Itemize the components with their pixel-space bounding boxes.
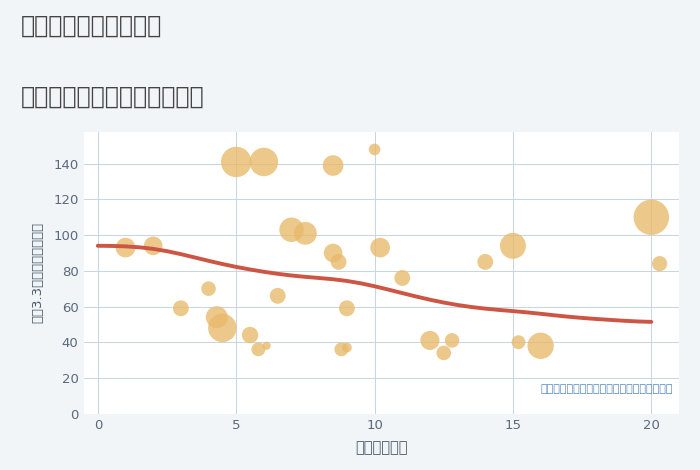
Text: 駅距離別中古マンション価格: 駅距離別中古マンション価格 [21,85,204,109]
Point [447,337,458,344]
Point [480,258,491,266]
Point [203,285,214,292]
Point [244,331,256,339]
Point [211,313,223,321]
Point [272,292,284,299]
Point [148,242,159,250]
Point [645,213,657,221]
Point [286,226,297,234]
Point [258,158,270,166]
Y-axis label: 坪（3.3㎡）単価（万円）: 坪（3.3㎡）単価（万円） [32,222,45,323]
Point [300,229,311,237]
Point [374,244,386,251]
Point [654,260,665,267]
Point [369,146,380,153]
Point [535,342,546,350]
Point [120,244,131,251]
Point [217,324,228,332]
Point [261,342,272,350]
Point [230,158,241,166]
Point [342,344,353,351]
Point [513,338,524,346]
Point [328,249,339,257]
X-axis label: 駅距離（分）: 駅距離（分） [355,440,407,455]
Point [175,305,186,312]
Point [336,345,347,353]
Point [397,274,408,282]
Point [333,258,344,266]
Point [508,242,519,250]
Point [424,337,435,344]
Text: 円の大きさは、取引のあった物件面積を示す: 円の大きさは、取引のあった物件面積を示す [540,384,673,394]
Point [438,349,449,357]
Text: 奈良県奈良市六条西の: 奈良県奈良市六条西の [21,14,162,38]
Point [342,305,353,312]
Point [328,162,339,169]
Point [253,345,264,353]
